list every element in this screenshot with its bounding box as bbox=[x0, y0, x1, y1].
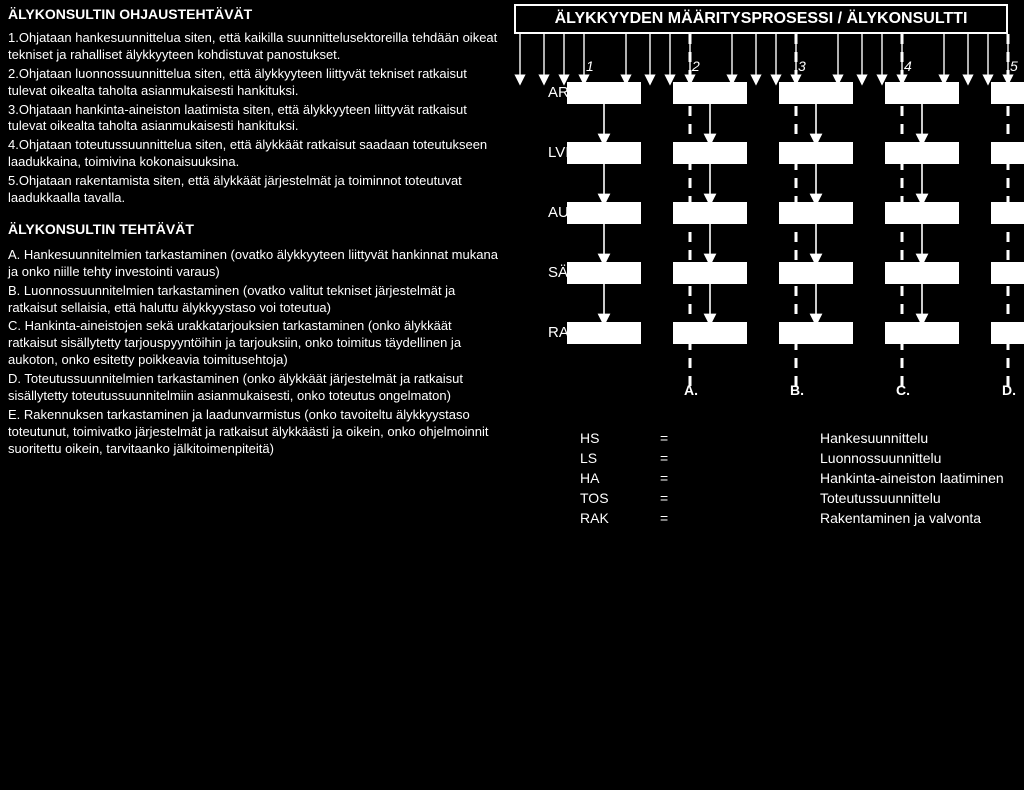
legend-abbr: HS bbox=[580, 430, 660, 446]
legend-full: Hankinta-aineiston laatiminen bbox=[820, 470, 1004, 486]
tasks-block: ÄLYKONSULTIN TEHTÄVÄT A. Hankesuunnitelm… bbox=[8, 221, 498, 458]
task-item: E. Rakennuksen tarkastaminen ja laadunva… bbox=[8, 407, 498, 458]
diagram-box bbox=[779, 322, 853, 344]
legend-full: Luonnossuunnittelu bbox=[820, 450, 941, 466]
legend-abbr: RAK bbox=[580, 510, 660, 526]
guidance-title: ÄLYKONSULTIN OHJAUSTEHTÄVÄT bbox=[8, 6, 498, 22]
task-item: B. Luonnossuunnitelmien tarkastaminen (o… bbox=[8, 283, 498, 317]
legend-row: TOS=Toteutussuunnittelu bbox=[580, 490, 1004, 506]
task-letter: A. bbox=[684, 382, 698, 398]
task-letter: C. bbox=[896, 382, 910, 398]
diagram-box bbox=[673, 82, 747, 104]
legend-full: Rakentaminen ja valvonta bbox=[820, 510, 981, 526]
guidance-item: 4.Ohjataan toteutussuunnittelua siten, e… bbox=[8, 137, 498, 171]
diagram-box bbox=[567, 322, 641, 344]
legend-full: Hankesuunnittelu bbox=[820, 430, 928, 446]
diagram-box bbox=[779, 262, 853, 284]
phase-number: 5 bbox=[1010, 58, 1018, 74]
diagram-box bbox=[567, 262, 641, 284]
diagram-box bbox=[885, 322, 959, 344]
diagram-box bbox=[991, 202, 1024, 224]
diagram-box bbox=[673, 142, 747, 164]
process-diagram: ARKLVIAUTSÄHRAK12345A.B.C.D. bbox=[504, 34, 1018, 414]
guidance-item: 5.Ohjataan rakentamista siten, että älyk… bbox=[8, 173, 498, 207]
phase-number: 4 bbox=[904, 58, 912, 74]
diagram-box bbox=[885, 202, 959, 224]
guidance-list: 1.Ohjataan hankesuunnittelua siten, että… bbox=[8, 30, 498, 207]
diagram-box bbox=[567, 82, 641, 104]
process-title: ÄLYKKYYDEN MÄÄRITYSPROSESSI / ÄLYKONSULT… bbox=[514, 4, 1008, 34]
legend-eq: = bbox=[660, 430, 820, 446]
task-letter: B. bbox=[790, 382, 804, 398]
left-column: ÄLYKONSULTIN OHJAUSTEHTÄVÄT 1.Ohjataan h… bbox=[8, 6, 498, 460]
diagram-box bbox=[673, 262, 747, 284]
legend-row: RAK=Rakentaminen ja valvonta bbox=[580, 510, 1004, 526]
legend-abbr: HA bbox=[580, 470, 660, 486]
diagram-box bbox=[991, 142, 1024, 164]
legend-eq: = bbox=[660, 490, 820, 506]
guidance-item: 1.Ohjataan hankesuunnittelua siten, että… bbox=[8, 30, 498, 64]
legend-row: LS=Luonnossuunnittelu bbox=[580, 450, 1004, 466]
legend-abbr: LS bbox=[580, 450, 660, 466]
legend-row: HA=Hankinta-aineiston laatiminen bbox=[580, 470, 1004, 486]
right-column: ÄLYKKYYDEN MÄÄRITYSPROSESSI / ÄLYKONSULT… bbox=[504, 4, 1018, 414]
diagram-box bbox=[885, 142, 959, 164]
guidance-item: 2.Ohjataan luonnossuunnittelua siten, et… bbox=[8, 66, 498, 100]
legend-eq: = bbox=[660, 470, 820, 486]
diagram-box bbox=[885, 82, 959, 104]
legend-full: Toteutussuunnittelu bbox=[820, 490, 941, 506]
tasks-list: A. Hankesuunnitelmien tarkastaminen (ova… bbox=[8, 247, 498, 458]
guidance-item: 3.Ohjataan hankinta-aineiston laatimista… bbox=[8, 102, 498, 136]
diagram-box bbox=[991, 82, 1024, 104]
task-item: D. Toteutussuunnitelmien tarkastaminen (… bbox=[8, 371, 498, 405]
diagram-box bbox=[885, 262, 959, 284]
tasks-title: ÄLYKONSULTIN TEHTÄVÄT bbox=[8, 221, 498, 237]
legend: HS=HankesuunnitteluLS=Luonnossuunnittelu… bbox=[580, 430, 1004, 530]
diagram-box bbox=[673, 322, 747, 344]
legend-row: HS=Hankesuunnittelu bbox=[580, 430, 1004, 446]
phase-number: 2 bbox=[692, 58, 700, 74]
legend-eq: = bbox=[660, 450, 820, 466]
diagram-box bbox=[673, 202, 747, 224]
task-item: C. Hankinta-aineistojen sekä urakkatarjo… bbox=[8, 318, 498, 369]
legend-abbr: TOS bbox=[580, 490, 660, 506]
diagram-box bbox=[567, 202, 641, 224]
diagram-box bbox=[567, 142, 641, 164]
phase-number: 3 bbox=[798, 58, 806, 74]
task-item: A. Hankesuunnitelmien tarkastaminen (ova… bbox=[8, 247, 498, 281]
diagram-box bbox=[779, 142, 853, 164]
diagram-box bbox=[779, 82, 853, 104]
task-letter: D. bbox=[1002, 382, 1016, 398]
diagram-box bbox=[779, 202, 853, 224]
legend-eq: = bbox=[660, 510, 820, 526]
diagram-box bbox=[991, 322, 1024, 344]
diagram-box bbox=[991, 262, 1024, 284]
phase-number: 1 bbox=[586, 58, 594, 74]
